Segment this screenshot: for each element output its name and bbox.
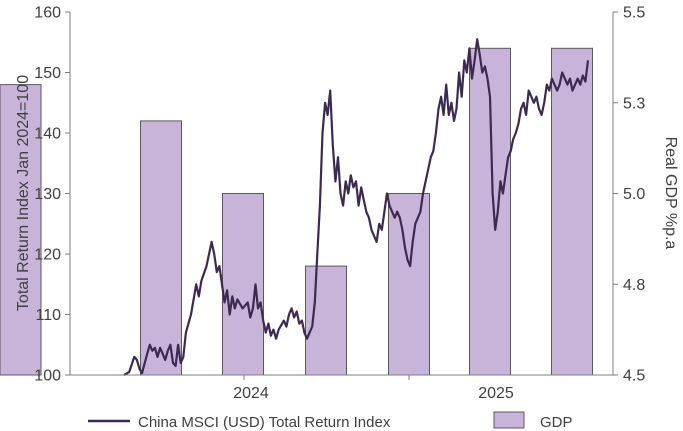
left-tick-label: 150 <box>34 65 61 82</box>
right-tick-label: 4.8 <box>623 277 645 294</box>
right-tick-label: 5.3 <box>623 95 645 112</box>
gdp-bar <box>388 193 430 376</box>
x-ticks: 2024 2025 <box>233 375 514 402</box>
legend: China MSCI (USD) Total Return Index GDP <box>88 411 573 431</box>
left-y-ticks: 100 110 120 130 140 150 160 <box>34 5 70 385</box>
left-tick-label: 120 <box>34 247 61 264</box>
left-axis-title: Total Return Index Jan 2024=100 <box>15 75 32 311</box>
left-tick-label: 130 <box>34 186 61 203</box>
x-tick-label: 2024 <box>233 385 269 402</box>
right-tick-label: 4.5 <box>623 368 645 385</box>
left-tick-label: 160 <box>34 5 61 22</box>
gdp-bar <box>0 84 42 376</box>
right-tick-label: 5.0 <box>623 186 645 203</box>
right-axis-title: Real GDP %p.a <box>662 137 679 250</box>
left-tick-label: 100 <box>34 368 61 385</box>
gdp-bar <box>140 120 182 376</box>
right-tick-label: 5.5 <box>623 5 645 22</box>
legend-bar-label: GDP <box>540 414 573 431</box>
msci-line-layer <box>123 38 590 376</box>
gdp-bar <box>305 265 347 376</box>
left-tick-label: 140 <box>34 126 61 143</box>
gdp-bar <box>551 47 593 376</box>
right-y-ticks: 4.5 4.8 5.0 5.3 5.5 <box>613 5 645 385</box>
x-tick-label: 2025 <box>478 385 514 402</box>
legend-line-label: China MSCI (USD) Total Return Index <box>138 414 391 431</box>
gdp-bar <box>222 193 264 376</box>
msci-line <box>123 38 590 376</box>
legend-bar-swatch <box>493 411 525 429</box>
gdp-bars <box>0 47 593 376</box>
left-tick-label: 110 <box>35 307 61 324</box>
